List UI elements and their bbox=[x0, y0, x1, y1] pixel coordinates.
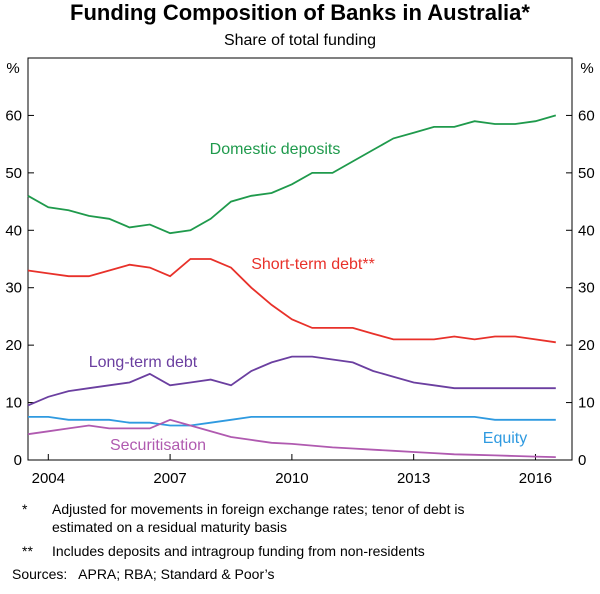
y-tick-label: 50 bbox=[5, 165, 22, 182]
footnotes: * Adjusted for movements in foreign excha… bbox=[0, 500, 600, 582]
y2-tick-label: 60 bbox=[578, 107, 595, 124]
y2-tick-label: 0 bbox=[578, 452, 586, 469]
y-tick-label: 60 bbox=[5, 107, 22, 124]
x-tick-label: 2004 bbox=[32, 470, 65, 487]
footnote-text: Adjusted for movements in foreign exchan… bbox=[52, 501, 465, 535]
plot-frame bbox=[27, 57, 573, 461]
series-line bbox=[27, 258, 556, 344]
series-line bbox=[27, 114, 557, 235]
series-label: Equity bbox=[483, 430, 527, 447]
footnote-marker: * bbox=[22, 501, 28, 517]
chart: Funding Composition of Banks in Australi… bbox=[5, 0, 595, 487]
y-tick-label: 0 bbox=[14, 452, 22, 469]
y-tick-label: 40 bbox=[5, 222, 22, 239]
series-label: Securitisation bbox=[110, 437, 206, 454]
y-tick-label: 20 bbox=[5, 337, 22, 354]
footnote-marker: ** bbox=[22, 543, 33, 559]
series-line bbox=[27, 418, 556, 458]
series-label: Short-term debt** bbox=[251, 256, 375, 273]
y2-tick-label: 40 bbox=[578, 222, 595, 239]
footnote-text: Includes deposits and intragroup funding… bbox=[52, 543, 425, 559]
y2-tick-label: 10 bbox=[578, 395, 595, 412]
y-unit: % bbox=[6, 60, 19, 77]
y-tick-label: 10 bbox=[5, 395, 22, 412]
chart-title: Funding Composition of Banks in Australi… bbox=[70, 0, 530, 25]
series-label: Long-term debt bbox=[89, 354, 198, 371]
footnote: ** Includes deposits and intragroup fundi… bbox=[0, 542, 600, 560]
series-line bbox=[28, 416, 556, 427]
series-line bbox=[27, 355, 556, 407]
sources: Sources: APRA; RBA; Standard & Poor’s bbox=[12, 566, 275, 582]
x-tick-label: 2010 bbox=[275, 470, 308, 487]
footnote: * Adjusted for movements in foreign excha… bbox=[0, 500, 600, 536]
x-tick-label: 2013 bbox=[397, 470, 430, 487]
y2-tick-label: 20 bbox=[578, 337, 595, 354]
chart-subtitle: Share of total funding bbox=[224, 32, 376, 49]
y2-tick-label: 50 bbox=[578, 165, 595, 182]
series-label: Domestic deposits bbox=[210, 141, 341, 158]
y-tick-label: 30 bbox=[5, 280, 22, 297]
x-tick-label: 2007 bbox=[153, 470, 186, 487]
x-tick-label: 2016 bbox=[519, 470, 552, 487]
y2-unit: % bbox=[580, 60, 593, 77]
y2-tick-label: 30 bbox=[578, 280, 595, 297]
